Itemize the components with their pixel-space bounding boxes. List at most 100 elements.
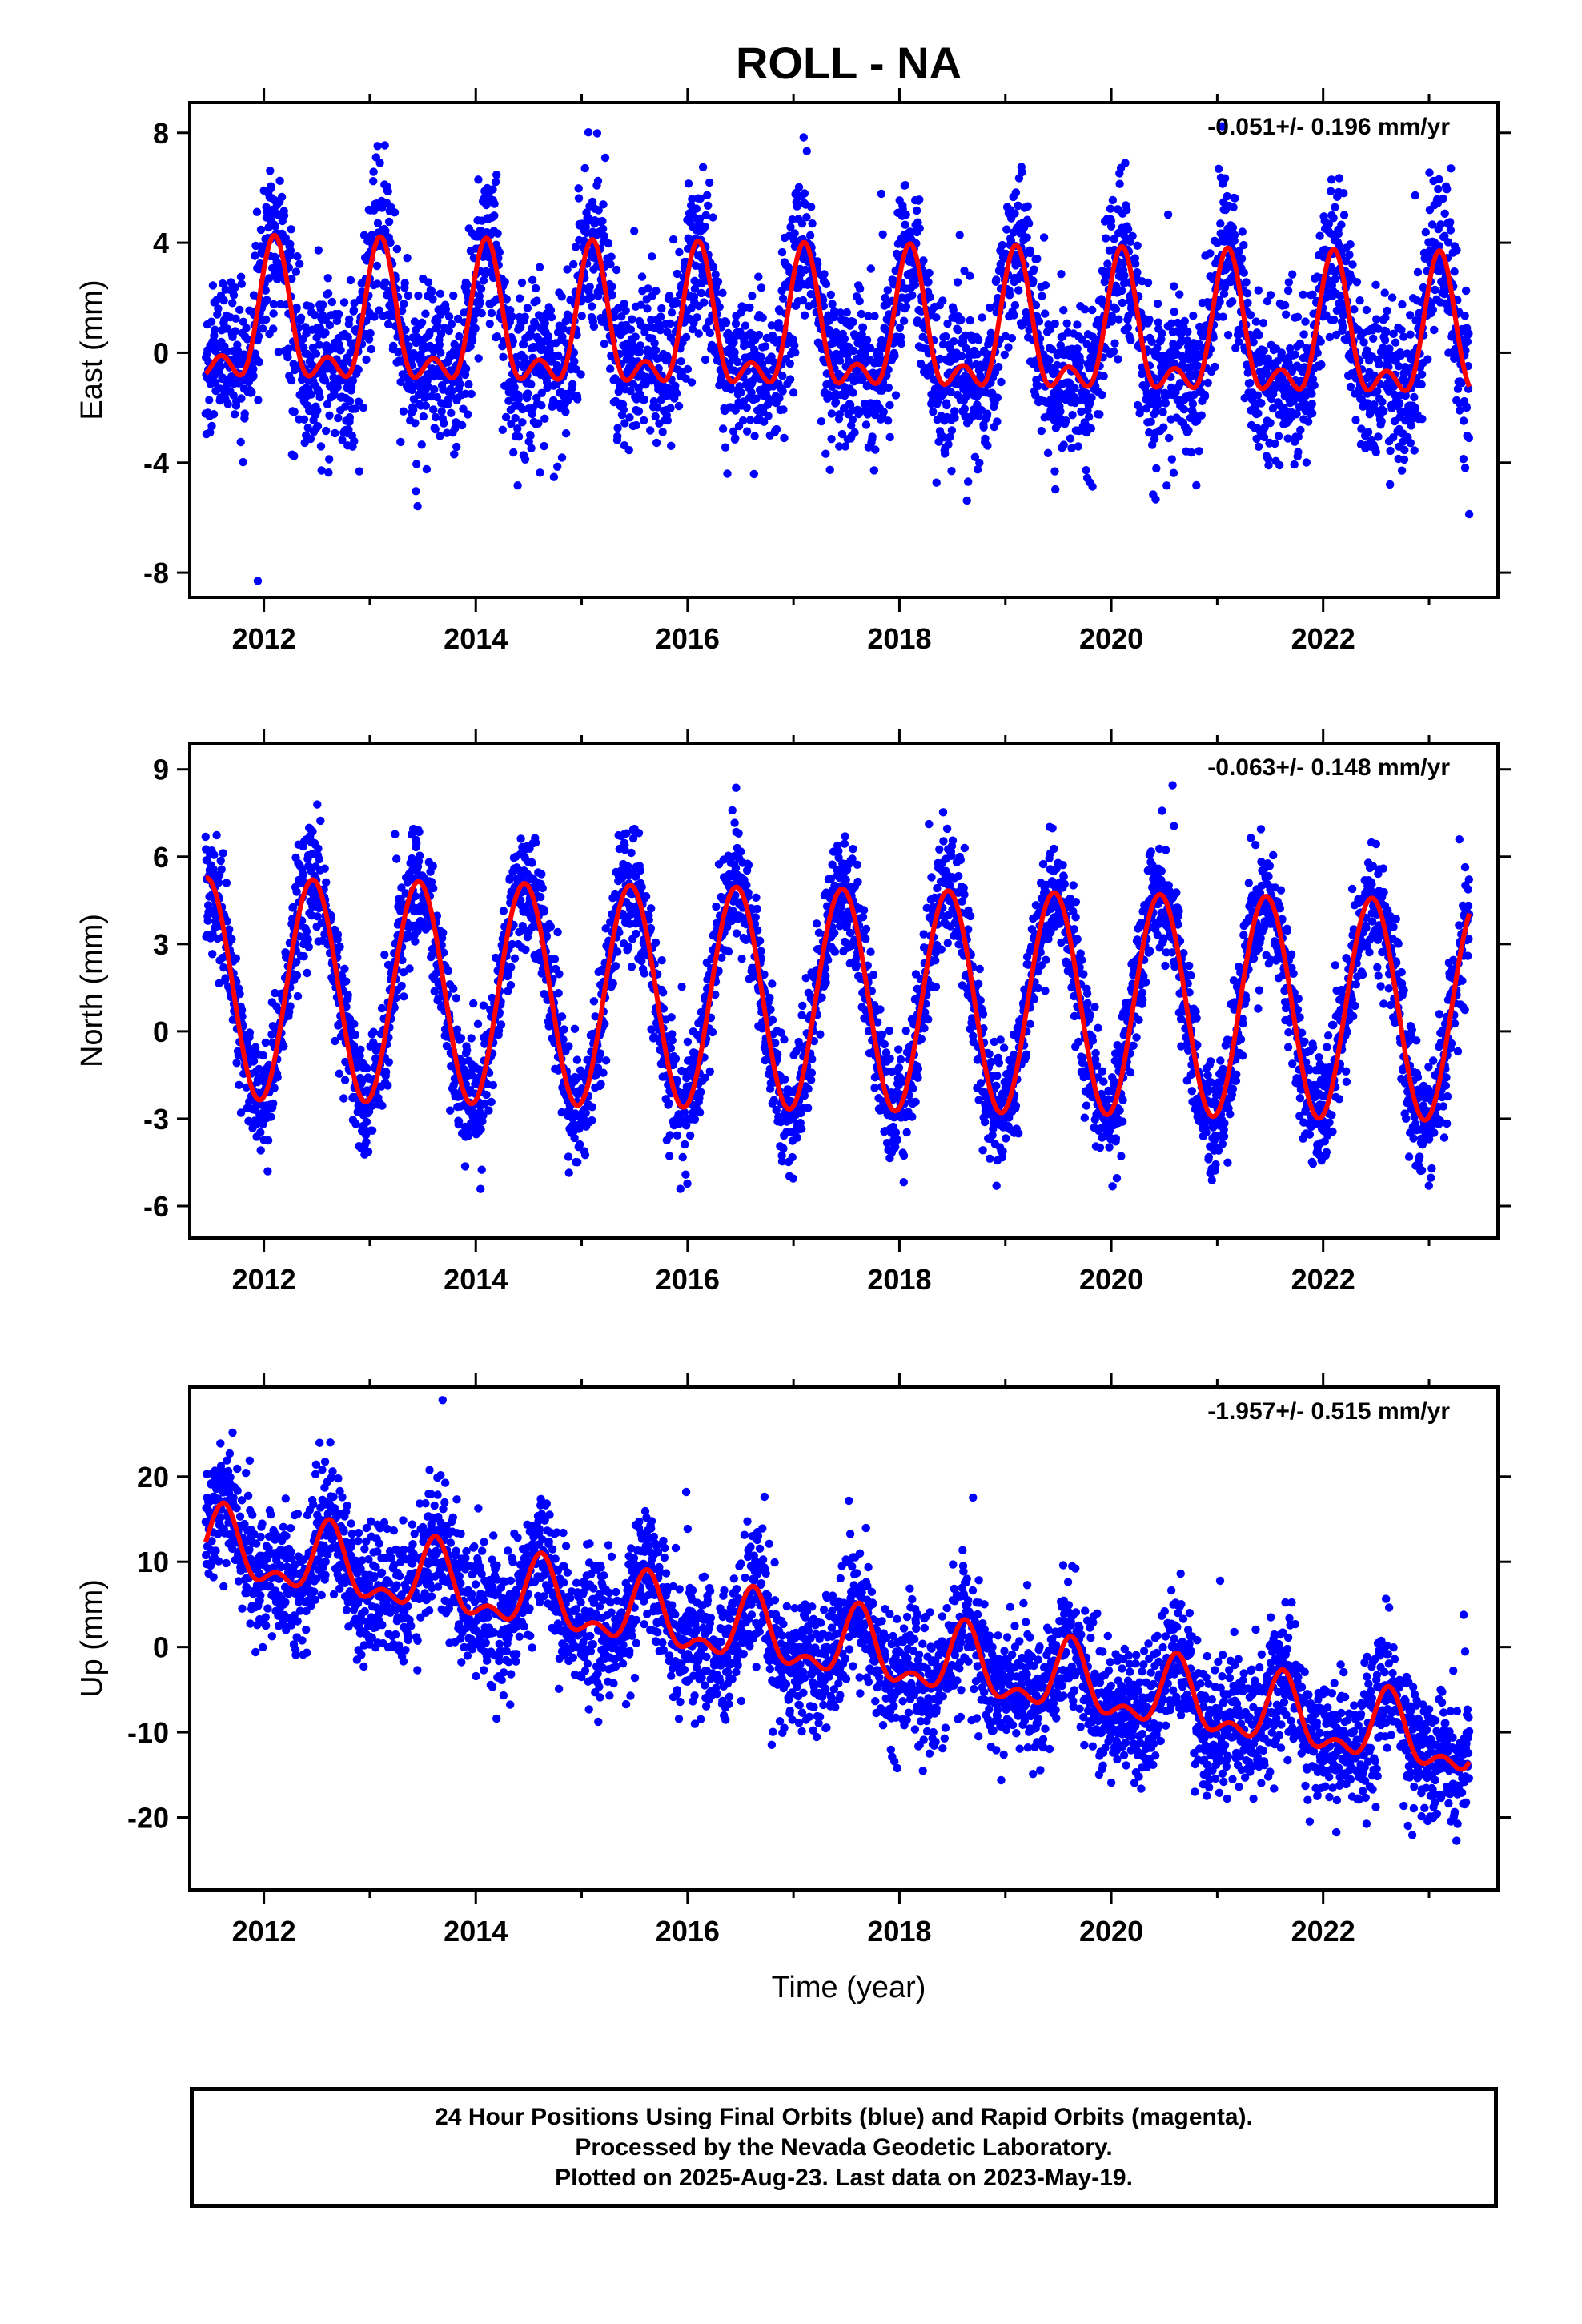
data-point-east — [240, 409, 249, 418]
data-point-east — [254, 396, 263, 404]
data-point-east — [827, 435, 836, 444]
data-point-east — [287, 225, 295, 234]
data-point-east — [266, 167, 275, 175]
data-point-east — [1180, 316, 1190, 326]
data-point-east — [345, 315, 354, 324]
data-point-east — [1070, 384, 1079, 392]
data-point-east — [531, 283, 540, 293]
data-point-east — [507, 419, 516, 428]
data-point-east — [346, 275, 355, 285]
data-point-east — [1081, 305, 1090, 314]
data-point-east — [372, 261, 382, 271]
data-point-east — [1223, 331, 1233, 340]
data-point-east — [842, 308, 852, 317]
data-point-east — [1200, 392, 1210, 400]
data-point-east — [973, 350, 982, 359]
data-point-east — [718, 424, 728, 433]
data-point-east — [341, 402, 350, 411]
data-point-east — [606, 364, 615, 373]
data-point-east — [315, 324, 325, 332]
data-point-east — [351, 404, 359, 413]
data-point-east — [713, 277, 723, 287]
data-point-east — [1214, 164, 1223, 173]
data-point-east — [1010, 300, 1020, 310]
data-point-east — [455, 332, 464, 341]
data-point-east — [269, 309, 278, 318]
data-point-east — [523, 304, 532, 312]
data-point-east — [703, 191, 712, 199]
data-point-east — [345, 413, 355, 422]
data-point-east — [1133, 268, 1142, 277]
data-point-east — [207, 421, 216, 431]
data-point-east — [1299, 290, 1307, 299]
data-point-east — [511, 413, 520, 423]
data-point-east — [461, 389, 470, 398]
data-point-east — [464, 380, 473, 389]
data-point-east — [777, 247, 787, 257]
data-point-east — [617, 312, 626, 321]
data-point-east — [807, 203, 816, 211]
data-point-east — [1050, 467, 1059, 476]
data-point-east — [802, 147, 811, 155]
data-point-east — [938, 340, 948, 349]
data-point-east — [850, 428, 859, 437]
data-point-east — [884, 383, 893, 392]
data-point-east — [429, 405, 438, 414]
data-point-east — [396, 377, 405, 387]
y-axis-label-east: East (mm) — [75, 279, 109, 420]
data-point-east — [924, 278, 933, 287]
data-point-east — [870, 312, 879, 320]
data-point-east — [1218, 122, 1227, 131]
data-point-east — [897, 339, 906, 348]
data-point-east — [626, 386, 635, 396]
data-point-east — [624, 445, 633, 455]
data-point-east — [1085, 412, 1094, 421]
data-point-east — [805, 231, 815, 240]
data-point-east — [954, 326, 962, 335]
data-point-east — [738, 416, 748, 425]
data-point-east — [1387, 293, 1397, 302]
data-point-east — [312, 333, 321, 342]
data-point-east — [509, 448, 518, 457]
data-point-east — [1377, 417, 1386, 426]
data-point-east — [801, 265, 810, 275]
data-point-east — [775, 394, 784, 403]
data-point-east — [648, 252, 656, 261]
data-point-east — [752, 394, 761, 403]
data-point-east — [950, 413, 959, 422]
data-point-east — [1231, 344, 1240, 352]
data-point-east — [1158, 408, 1167, 416]
data-point-north — [270, 1084, 279, 1092]
data-point-east — [383, 187, 392, 196]
data-point-east — [585, 283, 594, 292]
data-point-east — [650, 339, 659, 348]
data-point-east — [547, 312, 556, 322]
data-point-east — [986, 303, 994, 312]
data-point-east — [223, 400, 232, 408]
data-point-east — [211, 378, 220, 388]
data-point-east — [239, 457, 247, 467]
data-point-east — [540, 414, 549, 423]
data-point-east — [960, 267, 969, 275]
data-point-north — [315, 854, 323, 864]
data-point-east — [1175, 379, 1185, 388]
data-point-east — [1369, 334, 1378, 343]
data-point-east — [946, 432, 954, 441]
data-point-east — [437, 407, 446, 416]
data-point-east — [327, 297, 336, 307]
data-point-east — [366, 328, 375, 338]
data-point-east — [964, 477, 973, 486]
data-point-east — [500, 277, 509, 287]
data-point-east — [256, 225, 266, 235]
data-point-east — [851, 332, 860, 341]
data-point-east — [399, 407, 408, 416]
data-point-east — [317, 466, 326, 475]
data-point-east — [1275, 460, 1284, 470]
data-point-east — [441, 304, 450, 313]
data-point-east — [249, 372, 258, 380]
data-point-east — [673, 269, 681, 279]
data-point-east — [1122, 205, 1131, 215]
data-point-east — [431, 424, 440, 434]
data-point-north — [367, 1126, 377, 1136]
data-point-east — [315, 392, 324, 402]
